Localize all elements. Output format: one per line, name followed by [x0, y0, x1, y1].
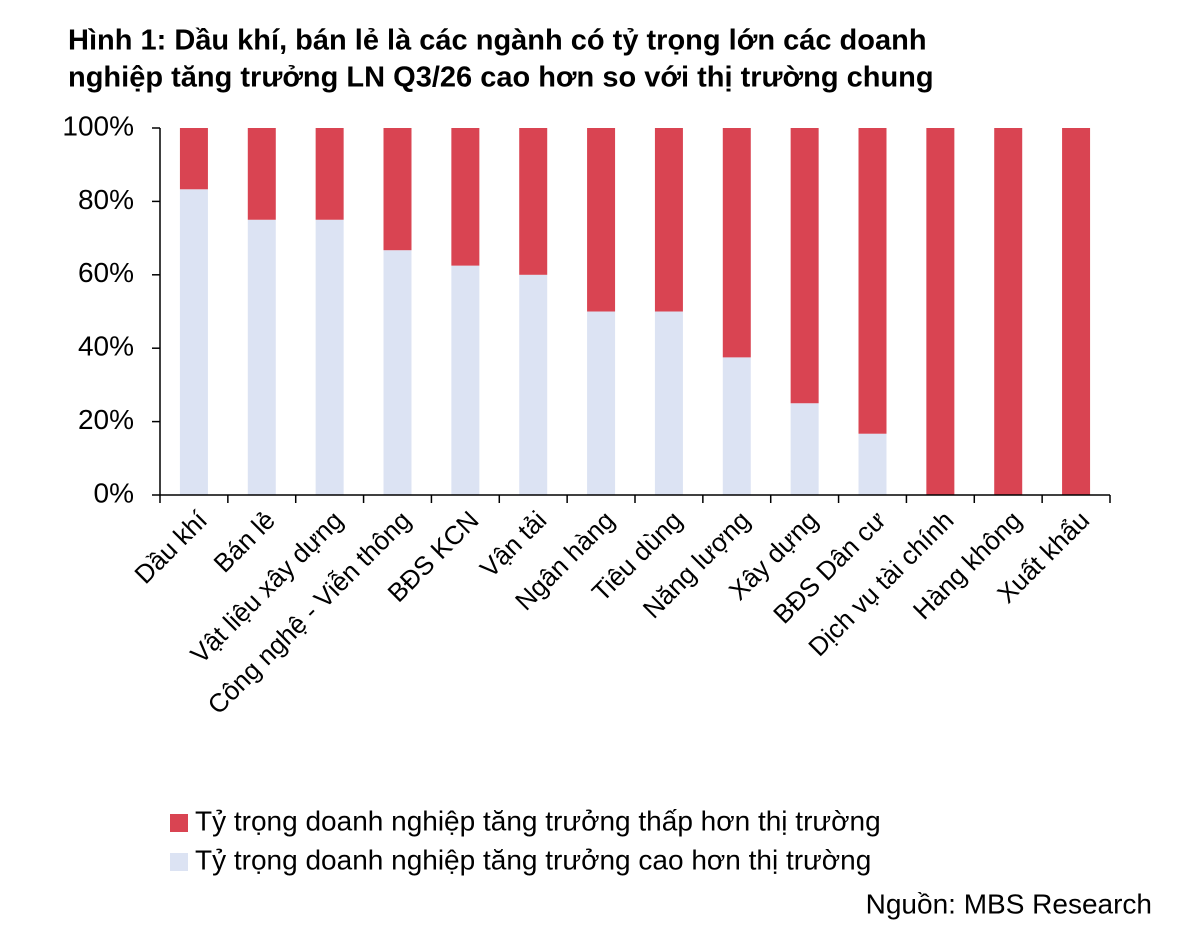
- chart-title: Hình 1: Dầu khí, bán lẻ là các ngành có …: [68, 25, 927, 57]
- bar-segment: [587, 128, 616, 312]
- bar-segment: [247, 219, 276, 495]
- bar-segment: [926, 128, 955, 495]
- bar-segment: [654, 311, 683, 495]
- x-tick-label: Dầu khí: [128, 504, 213, 589]
- bar-segment: [247, 128, 276, 220]
- y-tick-label: 60%: [78, 257, 134, 288]
- bar-segment: [858, 433, 887, 495]
- bar-segment: [179, 128, 208, 190]
- bar-segment: [519, 128, 548, 275]
- legend-label: Tỷ trọng doanh nghiệp tăng trưởng thấp h…: [195, 805, 881, 836]
- legend-label: Tỷ trọng doanh nghiệp tăng trưởng cao hơ…: [195, 844, 871, 875]
- bar-segment: [179, 189, 208, 495]
- bar-segment: [451, 128, 480, 266]
- y-tick-label: 100%: [62, 110, 134, 141]
- bar-segment: [994, 128, 1023, 495]
- bar-segment: [1062, 128, 1091, 495]
- bar-segment: [858, 128, 887, 434]
- bar-segment: [383, 128, 412, 251]
- chart-title: nghiệp tăng trưởng LN Q3/26 cao hơn so v…: [68, 62, 934, 94]
- bar-segment: [790, 128, 819, 404]
- bar-segment: [790, 403, 819, 495]
- bar-segment: [383, 250, 412, 495]
- bar-segment: [722, 128, 751, 358]
- legend-swatch: [170, 814, 188, 832]
- y-tick-label: 20%: [78, 404, 134, 435]
- legend-swatch: [170, 853, 188, 871]
- bar-segment: [315, 219, 344, 495]
- bar-segment: [722, 357, 751, 495]
- bar-segment: [587, 311, 616, 495]
- bar-segment: [451, 265, 480, 495]
- bar-segment: [654, 128, 683, 312]
- y-tick-label: 40%: [78, 331, 134, 362]
- bar-segment: [315, 128, 344, 220]
- source: Nguồn: MBS Research: [866, 888, 1152, 919]
- y-tick-label: 0%: [94, 477, 134, 508]
- y-tick-label: 80%: [78, 184, 134, 215]
- bar-segment: [519, 274, 548, 495]
